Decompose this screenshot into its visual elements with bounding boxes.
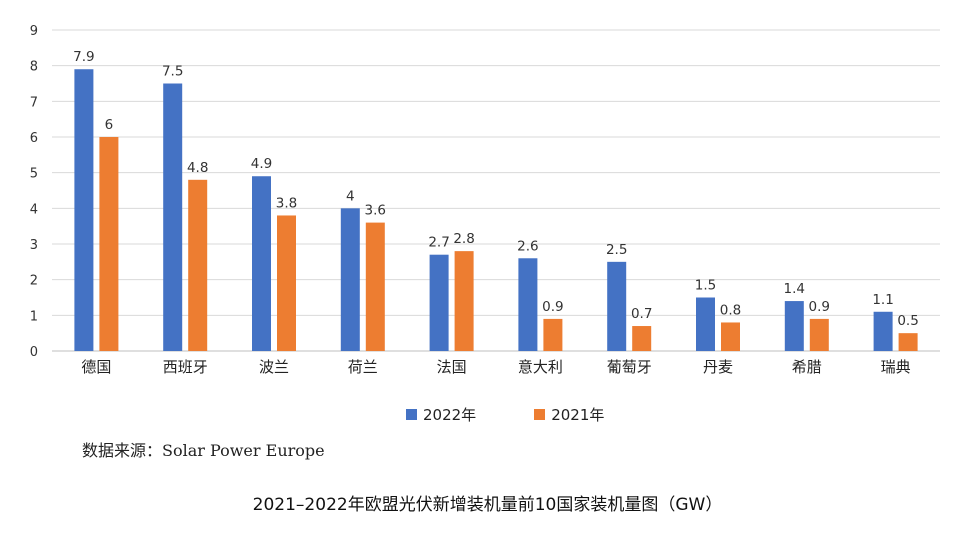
data-label: 4	[346, 188, 355, 204]
data-label: 7.5	[162, 64, 183, 80]
legend-item-2021: 2021年	[534, 404, 604, 425]
category-label: 瑞典	[881, 358, 911, 376]
data-label: 0.9	[542, 299, 563, 315]
data-label: 2.5	[606, 242, 627, 258]
bar-2022	[696, 297, 715, 351]
bar-2021	[898, 333, 918, 351]
data-label: 4.8	[187, 160, 208, 176]
data-label: 7.9	[73, 49, 94, 65]
legend-swatch-2022	[406, 409, 417, 420]
category-label: 意大利	[518, 358, 563, 376]
chart-title: 2021–2022年欧盟光伏新增装机量前10国家装机量图（GW）	[252, 495, 723, 515]
category-label: 丹麦	[703, 358, 733, 376]
bar-2021	[454, 251, 474, 351]
bar-2022	[340, 208, 360, 351]
data-label: 2.7	[428, 235, 449, 251]
bar-2021	[99, 137, 119, 351]
bar-2021	[365, 222, 385, 351]
legend-swatch-2021	[534, 409, 546, 420]
bar-2021	[543, 318, 563, 351]
data-label: 0.8	[720, 302, 741, 318]
y-tick-label: 0	[30, 345, 38, 360]
data-label: 4.9	[251, 156, 272, 172]
category-label: 荷兰	[348, 358, 378, 376]
data-label: 0.9	[809, 299, 830, 315]
bar-2022	[163, 83, 183, 351]
y-tick-label: 7	[30, 95, 38, 110]
y-tick-label: 1	[30, 309, 38, 324]
data-source-note: 数据来源：Solar Power Europe	[82, 441, 325, 460]
category-label: 西班牙	[163, 358, 208, 376]
legend-label-2022: 2022年	[423, 406, 477, 424]
y-tick-label: 4	[30, 202, 38, 217]
category-label: 法国	[437, 358, 467, 376]
data-label: 2.6	[517, 238, 538, 254]
bar-2021	[809, 318, 829, 351]
bar-2021	[188, 179, 208, 351]
bar-2022	[784, 301, 804, 351]
gridlines	[52, 29, 940, 352]
data-label: 0.5	[897, 313, 918, 329]
legend-label-2021: 2021年	[551, 406, 605, 424]
data-label: 2.8	[453, 231, 474, 247]
data-label: 0.7	[631, 306, 652, 322]
bars	[74, 69, 918, 351]
bar-2022	[607, 261, 627, 351]
data-label: 1.4	[784, 281, 805, 297]
bar-2022	[873, 311, 893, 351]
y-tick-label: 3	[30, 238, 38, 253]
bar-2021	[277, 215, 296, 351]
bar-2021	[632, 326, 652, 351]
data-label: 1.5	[695, 278, 716, 294]
y-tick-label: 6	[30, 131, 38, 146]
x-axis-categories: 德国 西班牙 波兰 荷兰 法国 意大利 葡萄牙 丹麦 希腊 瑞典	[81, 358, 910, 376]
bar-2022	[429, 254, 449, 351]
y-tick-label: 5	[30, 167, 38, 182]
bar-2022	[518, 258, 538, 351]
category-label: 德国	[81, 358, 111, 376]
legend-item-2022: 2022年	[406, 404, 476, 425]
data-label: 6	[105, 117, 114, 133]
bar-2022	[252, 176, 271, 351]
bar-2022	[74, 69, 94, 351]
y-tick-label: 2	[30, 274, 38, 289]
category-label: 葡萄牙	[607, 358, 652, 376]
data-label: 3.8	[276, 195, 297, 211]
bar-2021	[721, 322, 740, 351]
y-axis-ticks: 0 1 2 3 4 5 6 7 8 9	[30, 24, 38, 360]
legend: 2022年 2021年	[406, 404, 662, 425]
y-tick-label: 8	[30, 60, 38, 75]
bar-chart: 0 1 2 3 4 5 6 7 8 9 7.9 6 7.5 4.8 4.9 3.8 4 3.6 2.7 2.8 2.6…	[30, 24, 940, 376]
category-label: 波兰	[259, 358, 289, 376]
data-label: 1.1	[872, 292, 893, 308]
data-labels: 7.9 6 7.5 4.8 4.9 3.8 4 3.6 2.7 2.8 2.6 0.9 2.5 0.7 1.…	[73, 49, 919, 329]
data-label: 3.6	[365, 203, 386, 219]
category-label: 希腊	[792, 358, 822, 376]
y-tick-label: 9	[30, 24, 38, 39]
